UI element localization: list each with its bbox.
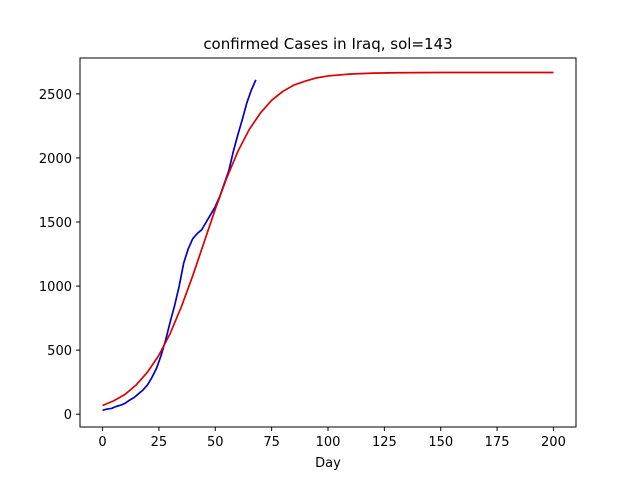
series-line-fit bbox=[102, 71, 554, 407]
x-tick-label: 100 bbox=[316, 435, 341, 450]
x-tick-label: 200 bbox=[541, 435, 566, 450]
chart-title: confirmed Cases in Iraq, sol=143 bbox=[203, 35, 452, 53]
y-tick-label: 500 bbox=[47, 344, 72, 359]
x-tick-label: 0 bbox=[98, 435, 106, 450]
y-tick-label: 1500 bbox=[39, 216, 72, 231]
x-tick-label: 125 bbox=[372, 435, 397, 450]
x-tick-label: 150 bbox=[428, 435, 453, 450]
plot-content bbox=[102, 71, 554, 412]
series-line-confirmed bbox=[102, 79, 257, 412]
x-tick-label: 25 bbox=[151, 435, 168, 450]
x-tick-label: 50 bbox=[207, 435, 224, 450]
x-axis: 0 25 50 75 100 125 150 175 200 bbox=[98, 427, 566, 450]
y-tick-label: 0 bbox=[64, 408, 72, 423]
y-tick-label: 2500 bbox=[39, 88, 72, 103]
y-tick-label: 2000 bbox=[39, 152, 72, 167]
x-tick-label: 75 bbox=[263, 435, 280, 450]
x-tick-label: 175 bbox=[485, 435, 510, 450]
y-tick-label: 1000 bbox=[39, 280, 72, 295]
y-axis: 0 500 1000 1500 2000 2500 bbox=[39, 88, 80, 423]
x-axis-label: Day bbox=[315, 456, 341, 471]
